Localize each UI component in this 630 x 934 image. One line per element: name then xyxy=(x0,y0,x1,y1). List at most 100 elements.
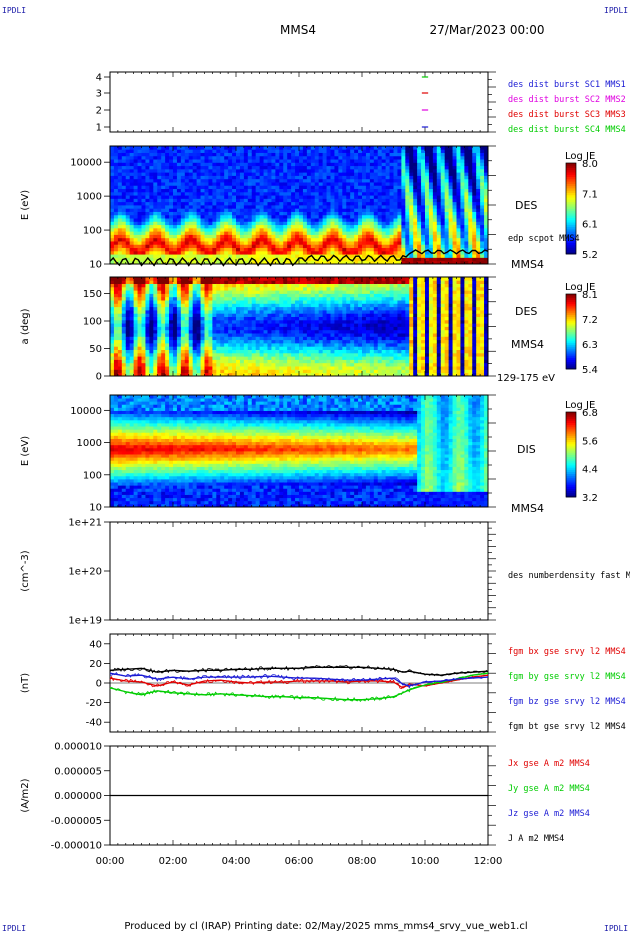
heatmap-cell xyxy=(224,316,229,321)
heatmap-cell xyxy=(176,319,182,324)
heatmap-cell xyxy=(153,218,158,222)
heatmap-cell xyxy=(110,286,115,291)
heatmap-cell xyxy=(180,165,186,170)
heatmap-cell xyxy=(121,323,127,327)
heatmap-cell xyxy=(149,214,154,219)
heatmap-cell xyxy=(346,188,351,193)
heatmap-cell xyxy=(440,185,446,190)
heatmap-cell xyxy=(267,168,272,173)
heatmap-cell xyxy=(358,244,363,249)
heatmap-cell xyxy=(389,214,394,219)
heatmap-cell xyxy=(401,195,406,199)
heatmap-cell xyxy=(129,188,135,193)
heatmap-cell xyxy=(302,224,308,229)
heatmap-cell xyxy=(464,191,469,196)
heatmap-cell xyxy=(208,254,213,258)
heatmap-cell xyxy=(153,205,158,209)
heatmap-cell xyxy=(476,211,481,216)
heatmap-cell xyxy=(161,313,166,317)
heatmap-cell xyxy=(259,208,264,212)
heatmap-cell xyxy=(137,313,142,317)
heatmap-cell xyxy=(145,221,150,226)
heatmap-cell xyxy=(247,198,253,203)
heatmap-cell xyxy=(153,244,158,249)
heatmap-cell xyxy=(196,316,201,321)
heatmap-cell xyxy=(484,159,489,163)
heatmap-cell xyxy=(401,237,406,242)
heatmap-cell xyxy=(176,168,182,173)
heatmap-cell xyxy=(208,277,213,281)
heatmap-cell xyxy=(165,218,170,222)
heatmap-cell xyxy=(121,162,127,167)
heatmap-cell xyxy=(267,283,272,288)
heatmap-cell xyxy=(306,165,312,170)
heatmap-cell xyxy=(184,168,190,173)
heatmap-cell xyxy=(310,257,316,262)
heatmap-cell xyxy=(267,303,272,308)
heatmap-cell xyxy=(149,296,154,301)
heatmap-cell xyxy=(444,254,450,258)
heatmap-cell xyxy=(346,175,351,180)
heatmap-cell xyxy=(255,211,261,216)
heatmap-cell xyxy=(157,369,162,374)
heatmap-cell xyxy=(184,152,190,157)
heatmap-cell xyxy=(169,162,174,167)
colorbar-title: Log JE xyxy=(565,151,595,162)
heatmap-cell xyxy=(239,198,245,203)
heatmap-cell xyxy=(224,346,229,350)
heatmap-cell xyxy=(381,146,387,150)
heatmap-cell xyxy=(476,198,481,203)
heatmap-cell xyxy=(216,244,221,249)
heatmap-cell xyxy=(228,277,233,281)
heatmap-cell xyxy=(354,172,359,176)
heatmap-cell xyxy=(220,372,225,377)
heatmap-cell xyxy=(365,162,371,167)
heatmap-cell xyxy=(381,244,387,249)
heatmap-cell xyxy=(389,237,394,242)
heatmap-cell xyxy=(251,323,257,327)
heatmap-cell xyxy=(239,323,245,327)
heatmap-cell xyxy=(192,247,198,252)
heatmap-cell xyxy=(180,300,186,304)
heatmap-cell xyxy=(251,159,257,163)
heatmap-cell xyxy=(232,326,237,331)
heatmap-cell xyxy=(239,372,245,377)
heatmap-cell xyxy=(291,195,296,199)
heatmap-cell xyxy=(216,286,221,291)
heatmap-cell xyxy=(173,234,178,239)
heatmap-cell xyxy=(212,185,217,190)
heatmap-cell xyxy=(271,149,276,153)
heatmap-cell xyxy=(389,224,394,229)
heatmap-cell xyxy=(161,306,166,311)
heatmap-cell xyxy=(377,165,383,170)
heatmap-cell xyxy=(409,175,414,180)
heatmap-cell xyxy=(287,211,292,216)
heatmap-cell xyxy=(299,185,304,190)
heatmap-cell xyxy=(149,362,154,367)
heatmap-cell xyxy=(125,172,131,176)
heatmap-cell xyxy=(480,178,485,183)
heatmap-cell xyxy=(247,283,253,288)
heatmap-cell xyxy=(279,247,284,252)
heatmap-cell xyxy=(436,175,442,180)
heatmap-cell xyxy=(314,218,320,222)
heatmap-cell xyxy=(405,146,410,150)
heatmap-cell xyxy=(251,343,257,347)
heatmap-cell xyxy=(176,198,182,203)
heatmap-cell xyxy=(228,188,233,193)
heatmap-cell xyxy=(196,254,201,258)
heatmap-cell xyxy=(255,162,261,167)
heatmap-cell xyxy=(354,218,359,222)
heatmap-cell xyxy=(279,198,284,203)
heatmap-cell xyxy=(110,369,115,374)
heatmap-cell xyxy=(456,185,461,190)
heatmap-cell xyxy=(121,356,127,360)
heatmap-cell xyxy=(259,195,264,199)
heatmap-cell xyxy=(480,254,485,258)
heatmap-cell xyxy=(432,188,438,193)
heatmap-cell xyxy=(259,172,264,176)
heatmap-cell xyxy=(184,362,190,367)
heatmap-cell xyxy=(401,168,406,173)
heatmap-cell xyxy=(216,333,221,337)
heatmap-cell xyxy=(302,155,308,160)
